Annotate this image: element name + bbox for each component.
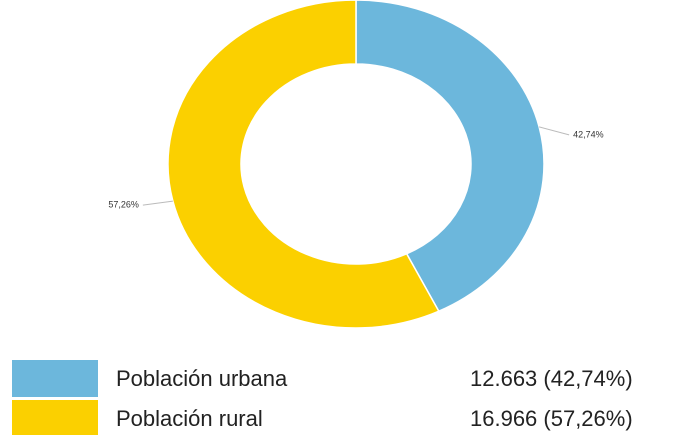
legend-label: Población rural xyxy=(116,406,263,431)
donut-slice xyxy=(355,0,545,313)
slice-label: 57,26% xyxy=(108,199,139,209)
legend-label: Población urbana xyxy=(116,366,288,391)
leader-line xyxy=(142,200,173,206)
legend-swatch xyxy=(12,400,98,435)
donut-slice xyxy=(167,0,440,329)
slice-label: 42,74% xyxy=(573,129,604,139)
leader-line xyxy=(539,126,570,136)
legend-swatch xyxy=(12,360,98,397)
legend-value: 12.663 (42,74%) xyxy=(470,366,633,391)
legend-value: 16.966 (57,26%) xyxy=(470,406,633,431)
